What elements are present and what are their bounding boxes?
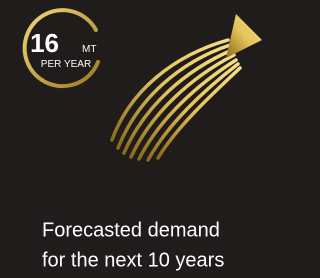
infographic: 16 MT PER YEAR Forecasted demand for the… xyxy=(0,0,282,278)
stat-period: PER YEAR xyxy=(41,59,91,70)
stat-value: 16 xyxy=(30,28,59,58)
caption-line: for the next 10 years xyxy=(42,249,224,271)
page: 16 MT PER YEAR Forecasted demand for the… xyxy=(0,0,282,278)
stat-unit: MT xyxy=(82,44,96,55)
caption-line: Forecasted demand xyxy=(42,219,220,241)
